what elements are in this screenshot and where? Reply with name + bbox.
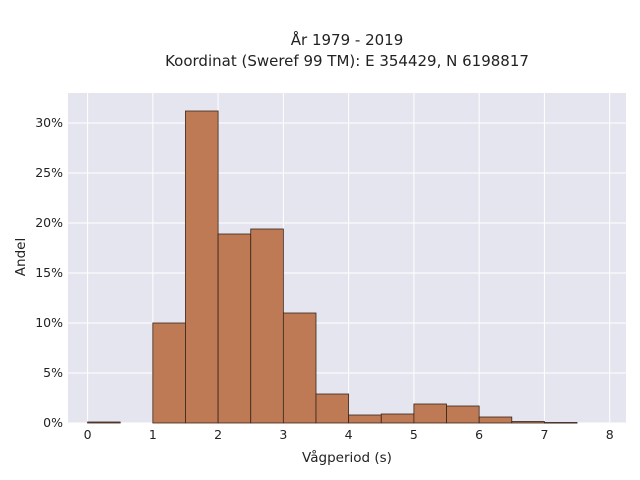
y-tick-label: 25% xyxy=(35,165,63,180)
y-tick-labels: 0% 5% 10% 15% 20% 25% 30% xyxy=(35,115,63,430)
y-tick-label: 10% xyxy=(35,315,63,330)
histogram-bar xyxy=(152,322,186,424)
histogram-bar xyxy=(348,414,382,424)
y-tick-label: 5% xyxy=(43,365,63,380)
histogram-bar xyxy=(413,403,447,424)
x-axis-label: Vågperiod (s) xyxy=(302,449,392,466)
y-tick-label: 20% xyxy=(35,215,63,230)
chart-title: År 1979 - 2019 Koordinat (Sweref 99 TM):… xyxy=(165,30,529,70)
histogram-bar xyxy=(282,312,317,424)
histogram-bar xyxy=(250,228,284,424)
histogram-bar xyxy=(478,416,513,424)
histogram-bar xyxy=(446,405,480,424)
y-tick-label: 15% xyxy=(35,265,63,280)
y-tick-label: 0% xyxy=(43,415,63,430)
histogram-bar xyxy=(511,421,545,424)
histogram-bar xyxy=(217,233,252,424)
x-tick-label: 7 xyxy=(540,427,548,442)
y-axis-label: Andel xyxy=(13,238,29,276)
x-tick-label: 1 xyxy=(149,427,157,442)
x-tick-label: 4 xyxy=(345,427,353,442)
y-tick-label: 30% xyxy=(35,115,63,130)
x-tick-label: 6 xyxy=(475,427,483,442)
histogram-bar xyxy=(544,422,578,424)
bars xyxy=(87,110,578,424)
x-tick-label: 3 xyxy=(279,427,287,442)
x-tick-label: 0 xyxy=(84,427,92,442)
histogram-bar xyxy=(380,413,415,424)
histogram-bar xyxy=(315,393,350,424)
x-tick-labels: 0 1 2 3 4 5 6 7 8 xyxy=(84,427,614,442)
histogram-bar xyxy=(87,421,121,424)
x-tick-label: 8 xyxy=(606,427,614,442)
x-tick-label: 5 xyxy=(410,427,418,442)
chart-title-line-2: Koordinat (Sweref 99 TM): E 354429, N 61… xyxy=(165,52,529,70)
chart-title-line-1: År 1979 - 2019 xyxy=(291,30,404,49)
x-tick-label: 2 xyxy=(214,427,222,442)
histogram-bar xyxy=(185,110,219,424)
